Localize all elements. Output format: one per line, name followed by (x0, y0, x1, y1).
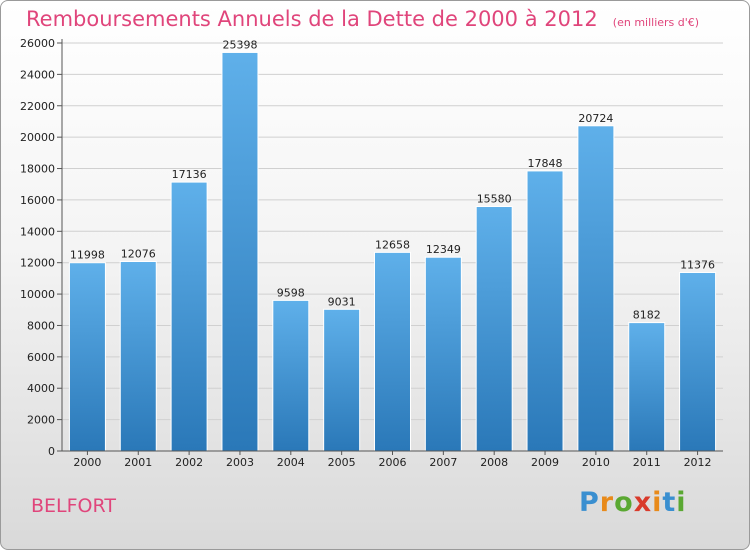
y-tick-label: 6000 (27, 351, 55, 364)
logo-letter: i (676, 487, 687, 518)
data-label-2002: 17136 (172, 168, 207, 181)
chart-title-block: Remboursements Annuels de la Dette de 20… (26, 7, 699, 31)
y-tick-label: 8000 (27, 319, 55, 332)
logo-letter: r (599, 487, 615, 518)
bar-2007 (424, 256, 462, 452)
data-label-2000: 11998 (70, 249, 105, 262)
axes: 0 2000 4000 6000 8000 10000 12000 14000 16000 180… (20, 37, 723, 469)
bar-2005 (323, 308, 361, 452)
data-label-2004: 9598 (277, 286, 305, 299)
data-label-2003: 25398 (222, 38, 257, 51)
y-tick-label: 20000 (20, 131, 55, 144)
bar-2003 (221, 51, 259, 452)
data-label-2009: 17848 (528, 157, 563, 170)
x-tick-label-2006: 2006 (379, 456, 407, 469)
data-label-2006: 12658 (375, 238, 410, 251)
data-label-2007: 12349 (426, 243, 461, 256)
y-tick-label: 18000 (20, 163, 55, 176)
x-tick-label-2007: 2007 (429, 456, 457, 469)
bars (68, 51, 717, 452)
chart-title: Remboursements Annuels de la Dette de 20… (26, 7, 598, 31)
bar-2002 (170, 181, 208, 452)
x-tick-label-2008: 2008 (480, 456, 508, 469)
bar-2012 (679, 271, 717, 452)
y-tick-label: 24000 (20, 68, 55, 81)
data-label-2010: 20724 (578, 112, 613, 125)
x-tick-label-2005: 2005 (328, 456, 356, 469)
y-tick-label: 16000 (20, 194, 55, 207)
x-tick-label-2001: 2001 (124, 456, 152, 469)
data-label-2012: 11376 (680, 258, 715, 271)
bar-2004 (272, 299, 310, 452)
y-tick-label: 0 (48, 445, 55, 458)
y-tick-label: 22000 (20, 100, 55, 113)
data-label-2001: 12076 (121, 247, 156, 260)
data-label-2005: 9031 (328, 295, 356, 308)
logo-letter: i (652, 487, 663, 518)
bar-2010 (577, 125, 615, 452)
bar-2009 (526, 170, 564, 452)
y-tick-label: 26000 (20, 37, 55, 50)
bar-2001 (119, 260, 157, 452)
bar-2000 (68, 262, 106, 452)
y-tick-label: 10000 (20, 288, 55, 301)
logo-letter: o (614, 487, 634, 518)
y-tick-label: 12000 (20, 257, 55, 270)
data-labels: 11998 12076 17136 25398 9598 9031 12658 12349 15… (70, 38, 715, 321)
logo-letter: t (662, 487, 677, 518)
city-name: BELFORT (31, 495, 116, 517)
y-tick-label: 2000 (27, 414, 55, 427)
logo-letter: x (633, 487, 653, 518)
x-tick-label-2002: 2002 (175, 456, 203, 469)
x-tick-label-2003: 2003 (226, 456, 254, 469)
bar-2006 (374, 251, 411, 452)
chart-subtitle: (en milliers d'€) (612, 16, 700, 29)
x-tick-label-2000: 2000 (73, 456, 101, 469)
logo-letter: P (579, 487, 600, 518)
y-tick-label: 4000 (27, 382, 55, 395)
proxiti-logo: Proxiti (579, 487, 687, 518)
bar-2008 (475, 206, 513, 452)
x-tick-label-2009: 2009 (531, 456, 559, 469)
data-label-2011: 8182 (633, 309, 661, 322)
y-tick-label: 14000 (20, 225, 55, 238)
data-label-2008: 15580 (477, 193, 512, 206)
bar-2011 (628, 322, 666, 452)
x-tick-label-2004: 2004 (277, 456, 305, 469)
x-tick-label-2012: 2012 (684, 456, 712, 469)
x-tick-label-2010: 2010 (582, 456, 610, 469)
x-tick-label-2011: 2011 (633, 456, 661, 469)
